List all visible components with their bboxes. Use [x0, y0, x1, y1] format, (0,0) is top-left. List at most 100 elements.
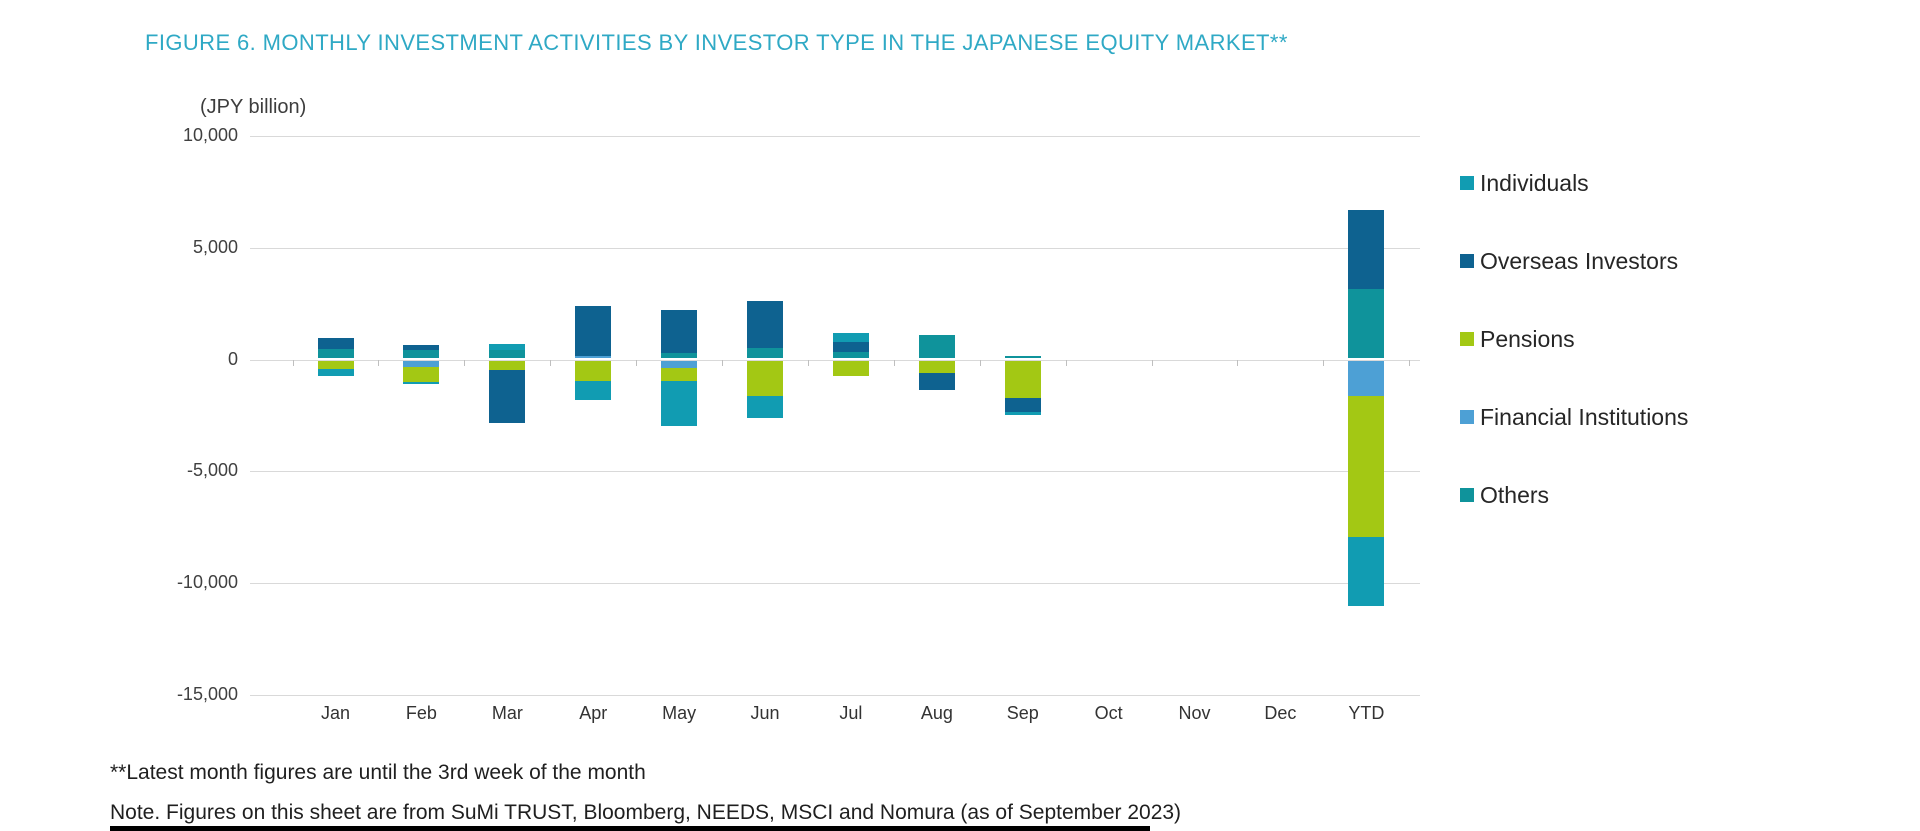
- bar-segment-may-overseas-investors: [661, 310, 698, 353]
- bar-segment-jun-individuals: [747, 395, 783, 419]
- bar-segment-jul-pensions: [832, 361, 869, 376]
- gridline: [250, 247, 1420, 249]
- legend-label: Others: [1480, 481, 1550, 508]
- y-axis-tick-label: 10,000: [182, 124, 238, 145]
- bar-segment-aug-pensions: [918, 361, 955, 374]
- axis-tick: [979, 359, 981, 366]
- axis-tick: [1237, 359, 1239, 366]
- legend-item-financial-institutions: Financial Institutions: [1460, 404, 1688, 430]
- bar-segment-jun-others: [747, 347, 783, 359]
- bar-segment-jun-overseas-investors: [747, 301, 783, 348]
- y-axis-unit-label: (JPY billion): [200, 96, 307, 118]
- axis-tick: [550, 359, 552, 366]
- bar-segment-ytd-others: [1348, 288, 1385, 359]
- bar-segment-jun-pensions: [747, 361, 783, 396]
- y-axis-tick-label: -5,000: [186, 460, 238, 481]
- bar-segment-feb-financial-institutions: [403, 361, 440, 367]
- x-axis-label: YTD: [1348, 703, 1385, 723]
- x-axis-label: Sep: [1006, 703, 1039, 723]
- axis-tick: [292, 359, 294, 366]
- bar-segment-feb-individuals: [403, 382, 440, 385]
- axis-tick: [807, 359, 809, 366]
- x-axis-label: Dec: [1264, 703, 1297, 723]
- axis-tick: [722, 359, 723, 366]
- y-axis-tick-label: -10,000: [176, 572, 238, 593]
- legend-label: Pensions: [1480, 325, 1575, 352]
- bar-segment-ytd-individuals: [1348, 537, 1385, 606]
- x-axis-label: Aug: [920, 703, 953, 723]
- x-axis-label: May: [662, 703, 697, 723]
- x-axis-label: Mar: [491, 703, 523, 723]
- axis-tick: [1323, 359, 1325, 366]
- footnote-source: Note. Figures on this sheet are from SuM…: [110, 801, 1182, 824]
- bar-segment-feb-pensions: [403, 366, 440, 383]
- x-axis-label: Jan: [321, 703, 351, 723]
- axis-tick: [464, 359, 466, 366]
- bar-segment-apr-individuals: [575, 381, 612, 401]
- bar-segment-sep-overseas-investors: [1004, 397, 1041, 412]
- bar-segment-aug-others: [918, 335, 955, 359]
- bar-segment-sep-individuals: [1004, 411, 1041, 416]
- overseas-investors-swatch-icon: [1460, 254, 1474, 268]
- bar-segment-jan-overseas-investors: [317, 338, 354, 350]
- bar-segment-ytd-overseas-investors: [1348, 210, 1385, 289]
- bar-segment-may-individuals: [661, 381, 698, 426]
- legend-item-others: Others: [1460, 482, 1549, 508]
- figure-title: FIGURE 6. MONTHLY INVESTMENT ACTIVITIES …: [145, 30, 1288, 55]
- individuals-swatch-icon: [1460, 176, 1474, 190]
- bar-segment-ytd-financial-institutions: [1348, 361, 1385, 396]
- bar-segment-mar-others: [489, 350, 526, 359]
- axis-tick: [1151, 359, 1153, 366]
- axis-tick: [378, 359, 380, 366]
- footnote-latest-month: **Latest month figures are until the 3rd…: [110, 761, 646, 784]
- bar-segment-sep-pensions: [1004, 361, 1041, 398]
- x-axis-label: Nov: [1178, 703, 1211, 723]
- bar-segment-ytd-pensions: [1348, 395, 1385, 538]
- y-axis-tick-label: 5,000: [192, 236, 238, 257]
- bar-segment-jan-others: [317, 349, 354, 359]
- legend-label: Individuals: [1480, 169, 1589, 196]
- legend-item-pensions: Pensions: [1460, 326, 1575, 352]
- x-axis-label: Jun: [750, 703, 780, 723]
- x-axis-label: Apr: [579, 703, 608, 723]
- axis-tick: [636, 359, 638, 366]
- y-axis-tick-label: -15,000: [176, 683, 238, 704]
- pensions-swatch-icon: [1460, 332, 1474, 346]
- bar-segment-jul-individuals: [832, 332, 869, 342]
- bar-segment-jul-overseas-investors: [832, 341, 869, 352]
- bottom-divider: [110, 826, 1150, 831]
- financial-institutions-swatch-icon: [1460, 410, 1474, 424]
- bar-segment-may-financial-institutions: [661, 361, 698, 369]
- bar-segment-mar-individuals: [489, 343, 526, 351]
- bar-segment-aug-overseas-investors: [918, 373, 955, 391]
- gridline: [250, 583, 1420, 585]
- others-swatch-icon: [1460, 488, 1474, 502]
- gridline: [250, 359, 1420, 361]
- y-axis-tick-label: 0: [227, 348, 238, 369]
- gridline: [250, 694, 1420, 696]
- x-axis-label: Feb: [405, 703, 437, 723]
- gridline: [250, 471, 1420, 473]
- legend-item-overseas-investors: Overseas Investors: [1460, 248, 1678, 274]
- legend-label: Overseas Investors: [1480, 247, 1679, 274]
- x-axis-label: Oct: [1094, 703, 1123, 723]
- axis-tick: [1065, 359, 1067, 366]
- bar-segment-may-others: [661, 352, 698, 359]
- axis-tick: [1409, 359, 1411, 366]
- bar-segment-jan-individuals: [317, 369, 354, 376]
- bar-segment-mar-pensions: [489, 361, 526, 371]
- axis-tick: [893, 359, 895, 366]
- bar-segment-mar-overseas-investors: [489, 370, 526, 423]
- bar-segment-feb-overseas-investors: [403, 345, 440, 351]
- x-axis-label: Jul: [839, 703, 863, 723]
- bar-segment-jan-pensions: [317, 361, 354, 370]
- bar-segment-apr-pensions: [575, 361, 612, 382]
- bar-segment-apr-financial-institutions: [575, 355, 612, 359]
- bar-segment-feb-others: [403, 350, 440, 359]
- bar-segment-sep-others: [1004, 356, 1041, 359]
- bar-segment-apr-overseas-investors: [575, 306, 612, 356]
- legend-label: Financial Institutions: [1480, 403, 1689, 430]
- bar-segment-may-pensions: [661, 368, 698, 382]
- gridline: [250, 135, 1420, 137]
